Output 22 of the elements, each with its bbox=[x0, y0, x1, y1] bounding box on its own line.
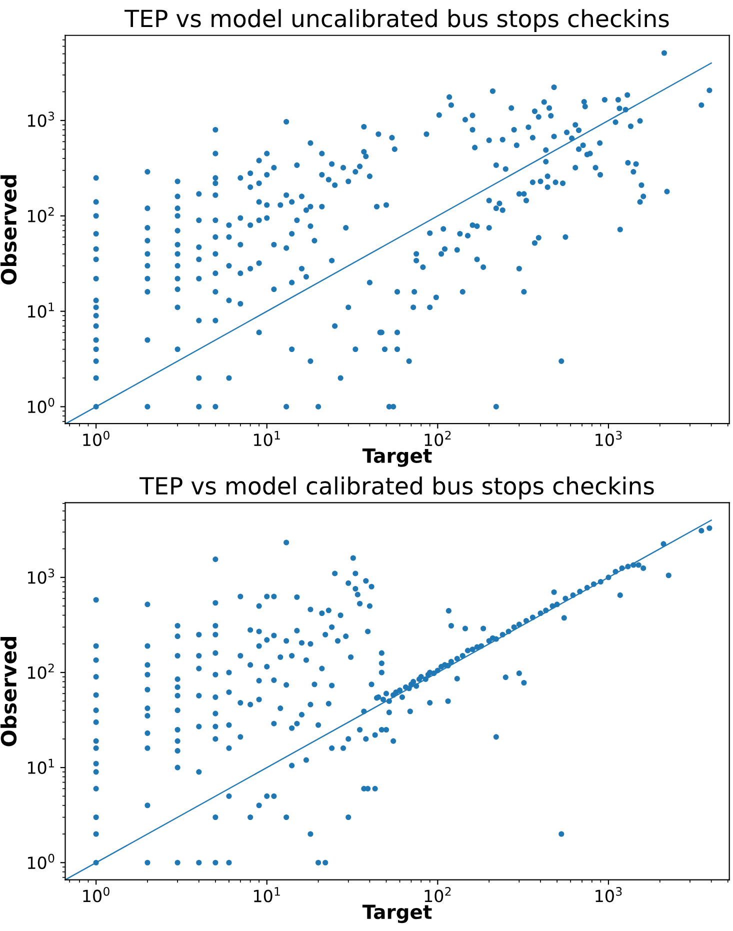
y-tick-label: 10$^{1}$ bbox=[28, 758, 54, 774]
chart-title: TEP vs model calibrated bus stops checkins bbox=[140, 476, 654, 500]
x-tick-label: 10$^{2}$ bbox=[424, 887, 451, 902]
x-tick-label: 10$^{1}$ bbox=[254, 430, 280, 446]
chart-title: TEP vs model uncalibrated bus stops checkins bbox=[124, 9, 669, 32]
y-axis-title: Observed bbox=[0, 636, 17, 746]
y-tick-label: 10$^{0}$ bbox=[28, 854, 54, 870]
y-tick-label: 10$^{2}$ bbox=[28, 207, 54, 222]
x-tick-label: 10$^{3}$ bbox=[596, 887, 622, 902]
y-axis-title: Observed bbox=[0, 175, 17, 284]
x-tick-label: 10$^{2}$ bbox=[424, 430, 451, 446]
x-axis-title: Target bbox=[362, 904, 432, 924]
x-axis-title: Target bbox=[362, 448, 432, 467]
x-tick-label: 10$^{0}$ bbox=[83, 430, 110, 446]
y-tick-label: 10$^{1}$ bbox=[28, 302, 54, 318]
y-tick-label: 10$^{2}$ bbox=[28, 664, 54, 679]
y-tick-label: 10$^{3}$ bbox=[28, 112, 54, 127]
x-tick-label: 10$^{1}$ bbox=[254, 887, 280, 902]
x-tick-label: 10$^{0}$ bbox=[83, 887, 110, 902]
y-tick-label: 10$^{0}$ bbox=[28, 398, 54, 414]
y-tick-label: 10$^{3}$ bbox=[28, 568, 54, 584]
x-tick-label: 10$^{3}$ bbox=[596, 430, 622, 446]
